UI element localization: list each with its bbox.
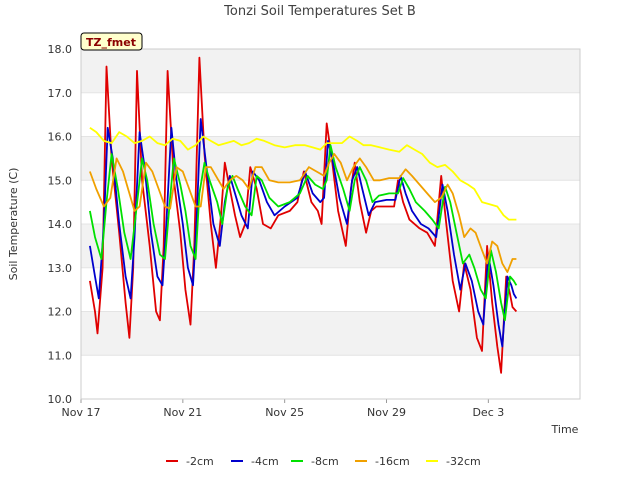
- badge: TZ_fmet: [80, 32, 143, 51]
- y-tick-label: 18.0: [48, 43, 73, 56]
- y-axis: 10.0 11.0 12.0 13.0 14.0 15.0 16.0 17.0 18.0: [48, 43, 73, 406]
- grid-band: [81, 355, 580, 399]
- series-lines: [89, 56, 518, 374]
- grid-band: [81, 92, 580, 137]
- legend-label: -32cm: [446, 455, 481, 468]
- x-tick-label: Dec 3: [472, 406, 504, 419]
- x-tick-label: Nov 17: [62, 406, 101, 419]
- series-line-minus8cm: [89, 144, 518, 322]
- legend-label: -2cm: [186, 455, 214, 468]
- badge-label: TZ_fmet: [86, 36, 136, 49]
- y-tick-label: 11.0: [48, 349, 73, 362]
- chart-title: Tonzi Soil Temperatures Set B: [223, 4, 416, 19]
- y-tick-label: 12.0: [48, 306, 73, 319]
- x-axis-label: Time: [551, 423, 579, 436]
- x-tick-label: Nov 21: [163, 406, 202, 419]
- grid-band: [81, 49, 580, 93]
- legend-label: -8cm: [311, 455, 339, 468]
- x-tick-label: Nov 29: [367, 406, 406, 419]
- x-axis: Nov 17 Nov 21 Nov 25 Nov 29 Dec 3: [62, 399, 504, 419]
- y-tick-label: 17.0: [48, 87, 73, 100]
- series-line-minus32cm: [89, 127, 517, 221]
- y-axis-label: Soil Temperature (C): [7, 168, 20, 281]
- y-tick-label: 13.0: [48, 262, 73, 275]
- y-tick-label: 14.0: [48, 218, 73, 231]
- y-tick-label: 16.0: [48, 131, 73, 144]
- legend: -2cm -4cm -8cm -16cm -32cm: [166, 455, 481, 468]
- series-line-minus16cm: [89, 153, 517, 273]
- plot-frame: [80, 48, 581, 400]
- series-line-minus4cm: [89, 118, 518, 348]
- y-tick-label: 15.0: [48, 174, 73, 187]
- legend-label: -4cm: [251, 455, 279, 468]
- y-tick-label: 10.0: [48, 393, 73, 406]
- badge-box: [80, 32, 143, 51]
- legend-label: -16cm: [375, 455, 410, 468]
- x-tick-label: Nov 25: [265, 406, 304, 419]
- series-line-minus2cm: [89, 56, 518, 374]
